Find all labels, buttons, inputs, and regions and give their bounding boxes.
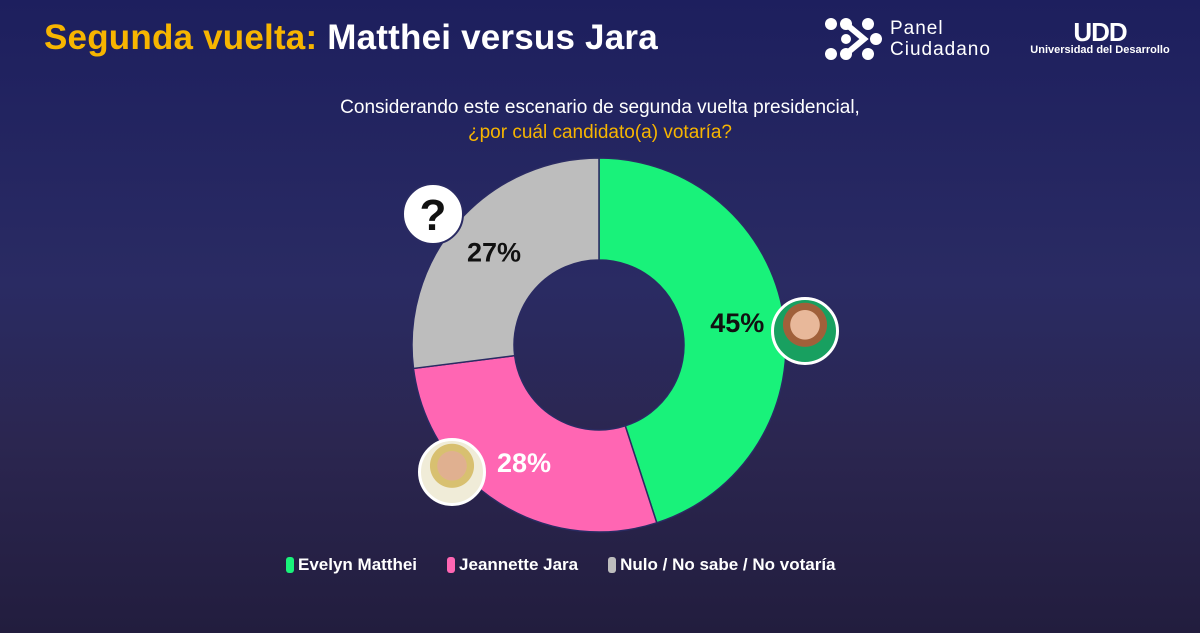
title-rest: Matthei versus Jara [317,18,658,57]
slice-jara [412,354,658,533]
legend-item-jara: Jeannette Jara [447,555,578,575]
title-highlight: Segunda vuelta: [44,18,318,57]
udd-name: Universidad del Desarrollo [1030,44,1170,56]
legend-swatch [286,557,294,573]
legend-label: Nulo / No sabe / No votaría [620,555,836,574]
page-title: Segunda vuelta: Matthei versus Jara [44,18,658,58]
avatar-jara [418,438,486,506]
panel-line2: Ciudadano [890,39,991,60]
legend-swatch [608,557,617,573]
question-line2: ¿por cuál candidato(a) votaría? [467,122,733,143]
udd-mark: UDD [1073,17,1127,47]
data-label: 45% [710,308,764,338]
legend: Evelyn Matthei Jeannette Jara Nulo / No … [286,555,836,575]
slice-nulo [411,157,600,370]
legend-swatch [447,557,456,573]
panel-dots-icon [825,18,882,60]
question-line1: Considerando este escenario de segunda v… [340,97,860,118]
avatar-matthei [771,297,839,365]
panel-line1: Panel [890,18,944,39]
data-label: 28% [497,448,551,478]
udd-logo: UDD Universidad del Desarrollo [1026,17,1174,56]
svg-text:?: ? [420,191,447,240]
legend-label: Evelyn Matthei [298,555,418,574]
question-mark-icon: ? [402,183,464,245]
legend-item-matthei: Evelyn Matthei [286,555,417,575]
data-label: 27% [467,237,521,267]
legend-item-nulo: Nulo / No sabe / No votaría [608,555,836,575]
legend-label: Jeannette Jara [459,555,579,574]
panel-ciudadano-logo: Panel Ciudadano [824,16,991,62]
slice-matthei [598,157,787,524]
